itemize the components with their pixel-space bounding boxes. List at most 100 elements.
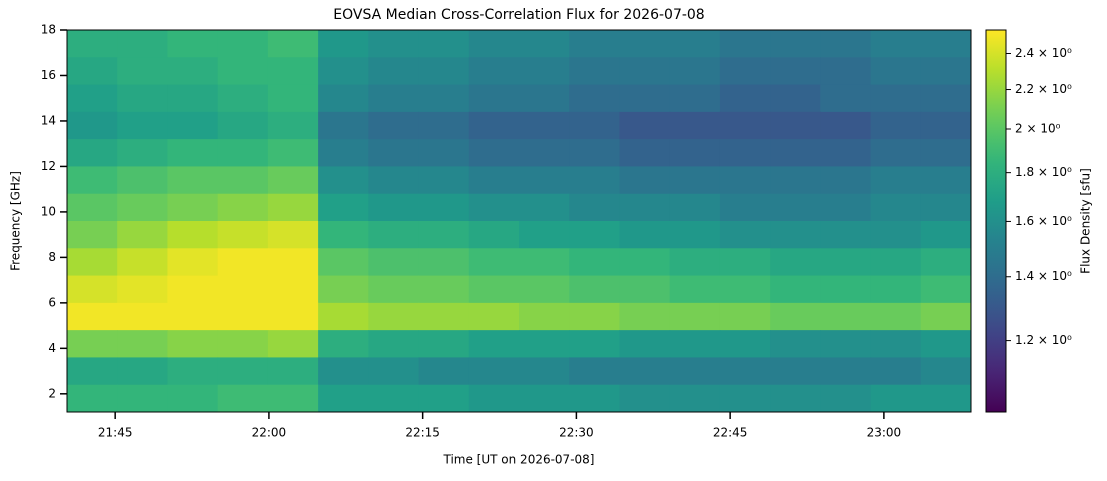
- heatmap-cell: [67, 384, 118, 413]
- heatmap-cell: [820, 275, 872, 304]
- heatmap-cell: [920, 384, 972, 413]
- y-tick-label: 2: [48, 386, 56, 400]
- heatmap-cell: [770, 30, 821, 58]
- heatmap-cell: [418, 84, 470, 113]
- heatmap-cell: [770, 111, 821, 140]
- heatmap-cell: [117, 275, 168, 304]
- heatmap-cell: [619, 275, 671, 304]
- heatmap-cell: [67, 111, 118, 140]
- heatmap-cell: [368, 139, 420, 167]
- heatmap-cell: [820, 57, 872, 86]
- heatmap-cell: [318, 139, 369, 167]
- heatmap-cell: [820, 84, 872, 113]
- heatmap-cell: [468, 139, 520, 167]
- heatmap-cell: [267, 84, 319, 113]
- heatmap-cell: [820, 139, 872, 167]
- colorbar-tick-label: 2.2 × 10⁰: [1015, 82, 1072, 96]
- heatmap-cell: [519, 302, 570, 331]
- heatmap-cell: [67, 166, 118, 195]
- heatmap-cell: [569, 384, 620, 413]
- heatmap-cell: [669, 111, 721, 140]
- heatmap-cell: [67, 139, 118, 167]
- heatmap-cell: [368, 357, 420, 386]
- heatmap-cell: [267, 111, 319, 140]
- heatmap-cell: [619, 302, 671, 331]
- heatmap-cell: [468, 221, 520, 249]
- y-tick-label: 16: [41, 68, 56, 82]
- y-axis-label: Frequency [GHz]: [9, 171, 23, 271]
- x-tick-label: 22:00: [252, 426, 287, 440]
- heatmap-cell: [569, 139, 620, 167]
- heatmap-cell: [569, 166, 620, 195]
- heatmap-cell: [67, 330, 118, 358]
- heatmap-cell: [669, 166, 721, 195]
- x-tick-label: 22:45: [713, 426, 748, 440]
- axes: 2 4 6 8 10 12 14 16 18 21:45 22:00 22:15 22:30 22:45 2…: [41, 23, 1072, 440]
- heatmap-cell: [920, 166, 972, 195]
- y-tick-label: 8: [48, 250, 56, 264]
- y-tick-label: 14: [41, 113, 56, 127]
- heatmap-cell: [368, 193, 420, 222]
- heatmap-cell: [117, 30, 168, 58]
- heatmap-cell: [318, 166, 369, 195]
- heatmap-cell: [770, 139, 821, 167]
- heatmap-cell: [519, 193, 570, 222]
- heatmap-cell: [468, 384, 520, 413]
- heatmap-cell: [770, 357, 821, 386]
- heatmap-cell: [870, 193, 922, 222]
- heatmap-cell: [167, 139, 219, 167]
- heatmap-cell: [719, 57, 771, 86]
- heatmap-cell: [368, 384, 420, 413]
- heatmap-cell: [669, 193, 721, 222]
- heatmap-cell: [418, 139, 470, 167]
- heatmap-cell: [870, 30, 922, 58]
- heatmap-cell: [117, 193, 168, 222]
- heatmap-cell: [267, 330, 319, 358]
- heatmap-cell: [569, 84, 620, 113]
- heatmap-cell: [167, 384, 219, 413]
- heatmap-cell: [468, 193, 520, 222]
- heatmap-cell: [770, 302, 821, 331]
- heatmap-cell: [468, 84, 520, 113]
- heatmap-cell: [468, 330, 520, 358]
- heatmap-cell: [267, 166, 319, 195]
- heatmap-cell: [719, 275, 771, 304]
- heatmap-cell: [167, 57, 219, 86]
- heatmap: [67, 30, 972, 413]
- heatmap-cell: [820, 384, 872, 413]
- heatmap-cell: [217, 357, 269, 386]
- heatmap-cell: [418, 330, 470, 358]
- heatmap-cell: [669, 30, 721, 58]
- heatmap-cell: [267, 57, 319, 86]
- heatmap-cell: [217, 111, 269, 140]
- heatmap-cell: [217, 221, 269, 249]
- heatmap-cell: [569, 248, 620, 277]
- heatmap-cell: [217, 84, 269, 113]
- heatmap-cell: [267, 221, 319, 249]
- heatmap-cell: [167, 302, 219, 331]
- heatmap-cell: [217, 330, 269, 358]
- heatmap-cell: [569, 275, 620, 304]
- heatmap-cell: [870, 330, 922, 358]
- heatmap-cell: [368, 166, 420, 195]
- colorbar-tick-label: 1.4 × 10⁰: [1015, 269, 1072, 283]
- heatmap-cell: [569, 30, 620, 58]
- heatmap-cell: [318, 357, 369, 386]
- heatmap-cell: [920, 302, 972, 331]
- colorbar-tick-label: 2.4 × 10⁰: [1015, 46, 1072, 60]
- heatmap-cell: [368, 248, 420, 277]
- heatmap-cell: [669, 357, 721, 386]
- x-axis-label: Time [UT on 2026-07-08]: [443, 453, 595, 467]
- heatmap-cell: [820, 357, 872, 386]
- heatmap-cell: [770, 248, 821, 277]
- heatmap-cell: [669, 302, 721, 331]
- heatmap-cell: [217, 275, 269, 304]
- heatmap-cell: [468, 302, 520, 331]
- heatmap-cell: [267, 193, 319, 222]
- chart-title: EOVSA Median Cross-Correlation Flux for …: [333, 7, 704, 23]
- colorbar-tick-label: 1.8 × 10⁰: [1015, 165, 1072, 179]
- heatmap-cell: [468, 357, 520, 386]
- heatmap-cell: [519, 84, 570, 113]
- heatmap-cell: [267, 30, 319, 58]
- x-tick-label: 22:30: [559, 426, 594, 440]
